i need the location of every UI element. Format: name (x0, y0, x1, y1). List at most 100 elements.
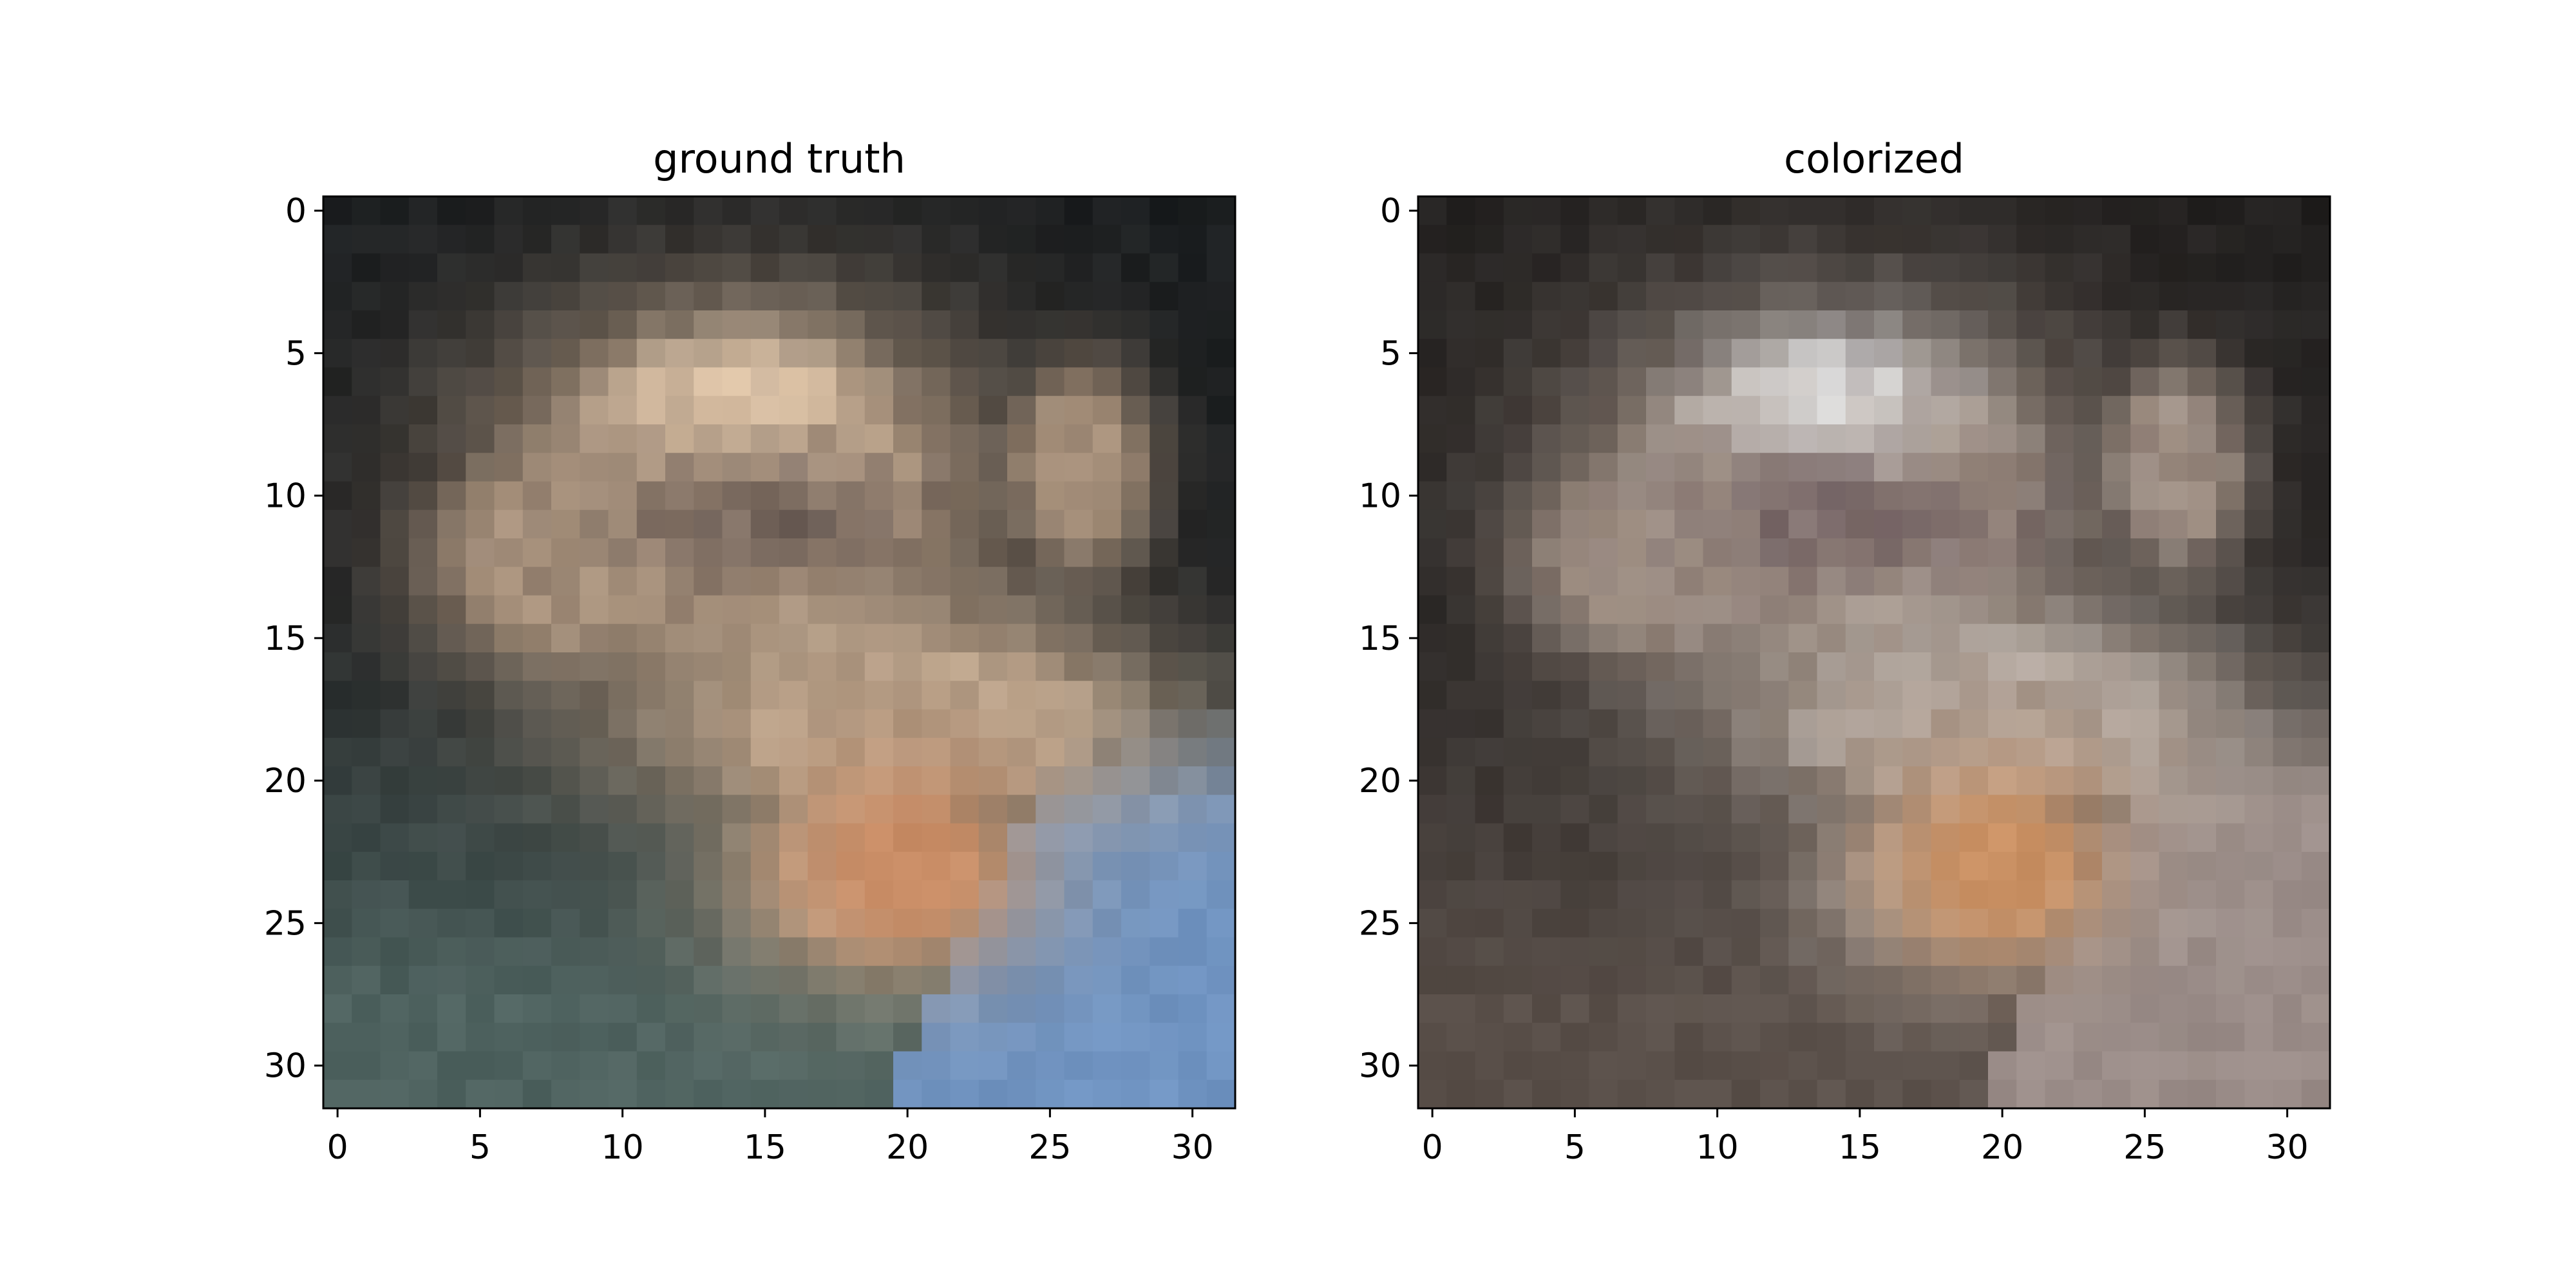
image-pixel (922, 709, 951, 739)
image-pixel (2016, 994, 2046, 1023)
image-pixel (1503, 623, 1533, 653)
image-pixel (2073, 652, 2103, 681)
image-pixel (836, 310, 866, 339)
image-pixel (323, 880, 352, 909)
image-pixel (2187, 196, 2217, 225)
image-pixel (522, 481, 552, 511)
image-pixel (1446, 253, 1476, 283)
image-pixel (1092, 965, 1122, 995)
image-pixel (494, 937, 524, 967)
image-pixel (1703, 310, 1732, 339)
image-pixel (1121, 567, 1150, 596)
image-pixel (836, 1079, 866, 1109)
image-pixel (2301, 909, 2331, 938)
image-pixel (2216, 339, 2245, 368)
image-pixel (1178, 823, 1208, 853)
panel-title: colorized (1784, 135, 1964, 182)
image-pixel (466, 1079, 495, 1109)
image-pixel (2159, 567, 2188, 596)
image-pixel (1503, 481, 1533, 511)
image-pixel (608, 196, 638, 225)
image-pixel (551, 196, 580, 225)
image-pixel (779, 538, 808, 567)
image-pixel (1475, 367, 1504, 397)
image-pixel (408, 253, 438, 283)
image-pixel (1703, 737, 1732, 767)
image-pixel (2273, 424, 2302, 453)
image-pixel (1845, 1079, 1875, 1109)
image-pixel (665, 339, 694, 368)
image-pixel (808, 225, 837, 254)
image-pixel (1206, 225, 1236, 254)
image-pixel (1988, 823, 2017, 853)
image-pixel (808, 795, 837, 824)
image-pixel (722, 880, 752, 909)
image-pixel (1988, 681, 2017, 710)
image-pixel (551, 509, 580, 539)
image-pixel (1150, 709, 1179, 739)
image-pixel (1178, 367, 1208, 397)
image-pixel (466, 367, 495, 397)
image-pixel (1760, 823, 1789, 853)
image-pixels (1418, 196, 2331, 1109)
image-pixel (1446, 880, 1476, 909)
image-pixel (1064, 766, 1094, 795)
image-pixel (408, 281, 438, 311)
image-pixel (665, 681, 694, 710)
image-pixel (1959, 538, 1989, 567)
image-pixel (1589, 253, 1618, 283)
image-pixel (1845, 965, 1875, 995)
image-pixel (2159, 281, 2188, 311)
image-pixel (2216, 1079, 2245, 1109)
image-pixel (352, 367, 381, 397)
image-pixel (1646, 766, 1675, 795)
image-pixel (1902, 595, 1932, 625)
image-pixel (950, 339, 980, 368)
image-pixel (2016, 965, 2046, 995)
image-pixel (466, 909, 495, 938)
image-pixel (1446, 281, 1476, 311)
image-pixel (352, 681, 381, 710)
image-pixel (1560, 339, 1590, 368)
image-pixel (1475, 196, 1504, 225)
image-pixel (1560, 367, 1590, 397)
image-pixel (408, 1023, 438, 1052)
image-pixel (551, 851, 580, 881)
image-pixel (1475, 766, 1504, 795)
image-pixel (1560, 1051, 1590, 1081)
image-pixel (1988, 310, 2017, 339)
image-pixel (978, 937, 1008, 967)
image-pixel (1760, 395, 1789, 425)
x-tick-label: 25 (2123, 1128, 2166, 1167)
image-pixel (2073, 567, 2103, 596)
image-pixel (522, 1023, 552, 1052)
image-pixel (864, 880, 894, 909)
x-tick-label: 20 (886, 1128, 929, 1167)
image-pixel (1418, 1023, 1447, 1052)
image-pixel (2130, 567, 2160, 596)
image-pixel (1007, 965, 1036, 995)
image-pixel (1178, 965, 1208, 995)
image-pixel (522, 737, 552, 767)
image-pixel (494, 481, 524, 511)
image-pixel (1617, 1051, 1647, 1081)
image-pixel (1064, 424, 1094, 453)
image-pixel (1064, 1079, 1094, 1109)
image-pixel (978, 965, 1008, 995)
image-pixel (1560, 395, 1590, 425)
image-pixel (522, 823, 552, 853)
image-pixel (1503, 709, 1533, 739)
image-pixel (722, 538, 752, 567)
image-pixel (1007, 538, 1036, 567)
image-pixel (665, 909, 694, 938)
image-pixel (1446, 681, 1476, 710)
image-pixel (1560, 709, 1590, 739)
image-pixel (380, 395, 410, 425)
image-pixel (1589, 795, 1618, 824)
image-pixel (2187, 1051, 2217, 1081)
image-pixel (1532, 909, 1561, 938)
image-pixel (522, 196, 552, 225)
x-tick-label: 5 (1564, 1128, 1586, 1167)
image-pixel (1731, 395, 1761, 425)
image-pixel (1446, 937, 1476, 967)
